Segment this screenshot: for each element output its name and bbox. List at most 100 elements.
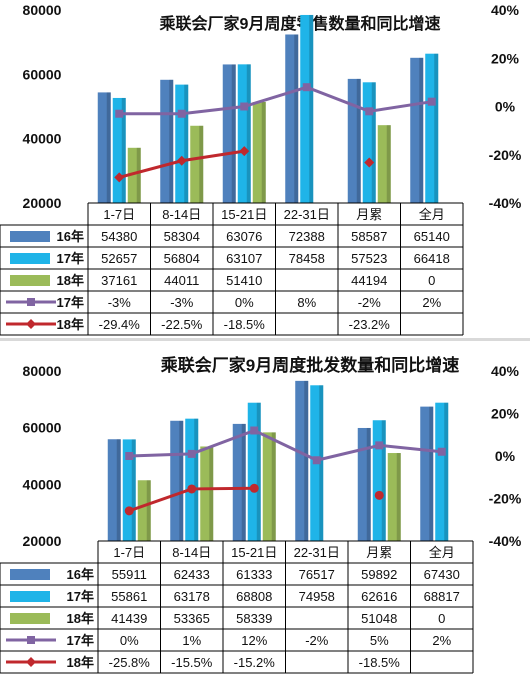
bar-shade [309,14,314,204]
bar-body [410,57,424,203]
bar-shade [209,446,214,541]
category-label: 22-31日 [294,545,340,560]
y-tick-label: 40000 [23,131,62,147]
bar-shade [419,57,424,203]
bar-shade [386,125,391,203]
bar [232,423,246,541]
table-cell: 72388 [289,229,325,244]
y2-tick-label: 40% [491,2,520,18]
bar-shade [319,385,324,541]
line-point [365,107,374,116]
bar-body [377,125,391,203]
table-cell: 5% [370,633,389,648]
chart-title: 乘联会厂家9月周度零售数量和同比增速 [159,14,441,33]
line-point [250,426,259,435]
table-cell: 37161 [101,273,137,288]
bar [357,427,371,541]
bar-shade [116,439,121,541]
y2-tick-label: 40% [491,363,520,379]
bar-body [262,432,276,541]
bar-body [295,380,309,541]
table-cell: -3% [108,295,132,310]
y-tick-label: 80000 [23,363,62,379]
legend-marker [26,319,36,329]
legend-label: 16年 [57,229,84,244]
table-cell: 76517 [299,567,335,582]
bar-shade [294,34,299,204]
y2-tick-label: 20% [491,406,520,422]
category-label: 1-7日 [113,545,145,560]
category-label: 15-21日 [221,207,267,222]
y2-tick-label: -40% [489,195,522,211]
table-cell: -15.2% [234,655,276,670]
line-point [176,155,187,166]
bar-body [285,34,299,204]
table-cell: 55861 [111,589,147,604]
table-cell: 44194 [351,273,387,288]
bar-shade [169,79,174,203]
legend-label: 18年 [57,273,84,288]
bar [107,439,121,541]
legend-label: 17年 [67,633,94,648]
bar-shade [146,480,151,541]
legend-swatch [10,231,50,242]
bar-shade [241,423,246,541]
table-cell: 2% [422,295,441,310]
bar-body [347,78,361,203]
y-tick-label: 60000 [23,66,62,82]
bar [222,64,236,203]
table-cell: 63076 [226,229,262,244]
bar [377,125,391,203]
y2-tick-label: -20% [489,147,522,163]
category-label: 8-14日 [162,207,201,222]
y-tick-label: 20000 [23,195,62,211]
legend-marker [27,298,35,306]
bar-body [387,453,401,541]
table-cell: -2% [305,633,329,648]
y2-tick-label: -20% [489,491,522,507]
table-cell: 57523 [351,251,387,266]
table-cell: 74958 [299,589,335,604]
chart-title: 乘联会厂家9月周度批发数量和同比增速 [160,355,459,375]
bar-body [300,14,314,204]
legend-swatch [10,569,50,580]
bar-shade [366,427,371,541]
bar [122,439,136,541]
table-cell: 12% [241,633,267,648]
table-cell: 67430 [424,567,460,582]
line-point [187,449,196,458]
table-cell: 44011 [164,273,199,288]
bar [190,125,204,203]
table-cell: 41439 [111,611,147,626]
bar-body [107,439,121,541]
line-point [249,483,259,493]
line-point [427,97,436,106]
line-point [437,447,446,456]
bar-shade [131,439,136,541]
line-point [364,157,375,168]
table-cell: 51410 [226,273,262,288]
bar-shade [246,64,251,204]
category-label: 22-31日 [284,207,330,222]
chart-svg: 乘联会厂家9月周度零售数量和同比增速 80000 60000 40000 20000 40… [0,2,522,336]
bar-shade [184,84,189,203]
bar [237,64,251,204]
bar [387,453,401,541]
y-tick-label: 80000 [23,2,62,18]
table-cell: 58339 [236,611,272,626]
table-cell: 0% [120,633,139,648]
bar [420,406,434,541]
legend-label: 17年 [57,251,84,266]
table-cell: -3% [170,295,194,310]
line-point [302,83,311,92]
bar-body [170,420,184,541]
table-cell: -25.8% [109,655,151,670]
bar [435,402,449,541]
legend-marker [27,636,35,644]
table-cell: -29.4% [99,317,141,332]
table-cell: -22.5% [161,317,203,332]
retail-chart-panel: 乘联会厂家9月周度零售数量和同比增速 80000 60000 40000 20000 40… [0,0,530,341]
legend-marker [26,657,36,667]
bar [170,420,184,541]
table-cell: 0 [438,611,445,626]
